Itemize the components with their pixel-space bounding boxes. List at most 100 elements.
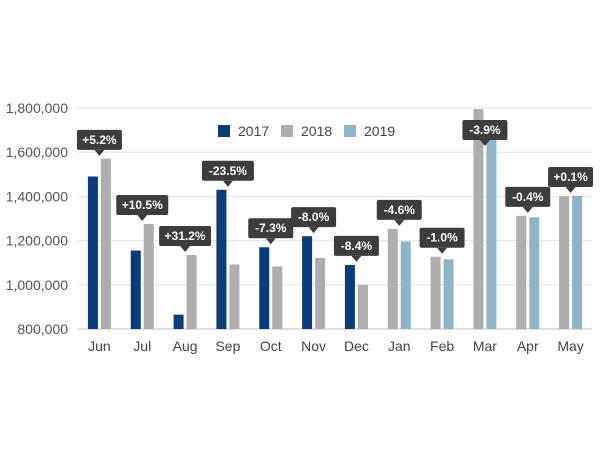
change-badge: +10.5% xyxy=(116,195,169,222)
change-badge-box xyxy=(419,227,465,248)
bar-2018-jan xyxy=(387,228,398,329)
legend-label: 2017 xyxy=(238,123,269,139)
bar-2019-jan xyxy=(400,241,411,329)
change-badge-label: -4.6% xyxy=(384,203,416,217)
bar-2018-dec xyxy=(357,284,368,329)
change-badge-pointer xyxy=(522,206,533,213)
legend: 2017 2018 2019 xyxy=(218,123,395,139)
bars xyxy=(87,109,583,329)
bar-2017-jun xyxy=(87,176,98,329)
bar-2017-nov xyxy=(302,236,313,329)
bar-2018-sep xyxy=(229,264,240,329)
change-badge-label: +10.5% xyxy=(122,198,163,212)
change-badge: -4.6% xyxy=(376,199,422,226)
change-badge-pointer xyxy=(180,245,191,252)
x-category-label: Oct xyxy=(260,338,282,354)
bar-2018-aug xyxy=(186,254,197,329)
change-badge: -23.5% xyxy=(201,160,254,187)
x-category-label: Dec xyxy=(344,338,369,354)
change-badge-box xyxy=(505,186,551,207)
x-category-label: Jul xyxy=(133,338,151,354)
y-axis-tick-labels: 800,000 1,000,000 1,200,000 1,400,000 1,600,… xyxy=(6,100,69,337)
x-category-label: Sep xyxy=(215,338,240,354)
change-badge-pointer xyxy=(265,238,276,245)
change-badge-pointer xyxy=(94,149,105,156)
y-tick-label: 1,600,000 xyxy=(6,144,68,160)
change-badge-pointer xyxy=(351,255,362,262)
bar-2018-feb xyxy=(430,256,441,329)
legend-swatch xyxy=(344,125,356,137)
change-badge-box xyxy=(201,160,254,181)
bar-2017-sep xyxy=(216,189,227,329)
change-badge-box xyxy=(462,120,508,140)
legend-swatch xyxy=(218,125,230,137)
x-category-label: Nov xyxy=(301,338,326,354)
legend-label: 2019 xyxy=(364,123,395,139)
change-badge-pointer xyxy=(479,140,490,146)
change-badge-box xyxy=(291,207,337,228)
x-category-label: Jun xyxy=(88,338,111,354)
change-badge: -8.0% xyxy=(291,207,337,234)
x-category-label: Aug xyxy=(173,338,198,354)
change-badge-box xyxy=(76,129,122,150)
change-badge-box xyxy=(376,199,422,220)
x-axis-category-labels: Jun Jul Aug Sep Oct Nov Dec Jan Feb Mar Apr May xyxy=(88,338,584,354)
change-badge: -0.4% xyxy=(505,186,551,213)
x-category-label: Mar xyxy=(473,338,497,354)
x-category-label: May xyxy=(557,338,583,354)
y-tick-label: 1,400,000 xyxy=(6,188,68,204)
y-tick-label: 800,000 xyxy=(17,321,68,337)
bar-2019-may xyxy=(572,195,583,329)
change-badge-box xyxy=(116,195,169,216)
bar-2019-feb xyxy=(443,259,454,329)
change-badges: +5.2% +10.5% +31.2% -23.5% -7.3% -8.0% -8.4% -4… xyxy=(76,120,594,262)
bar-2019-mar xyxy=(486,125,497,329)
bar-2017-jul xyxy=(130,250,141,329)
legend-item-2018: 2018 xyxy=(281,123,332,139)
change-badge: +0.1% xyxy=(548,166,594,193)
bar-2017-aug xyxy=(173,314,184,329)
y-tick-label: 1,800,000 xyxy=(6,100,68,116)
change-badge: -3.9% xyxy=(462,120,508,146)
change-badge-label: -8.4% xyxy=(341,239,373,253)
x-category-label: Apr xyxy=(517,338,539,354)
change-badge: -1.0% xyxy=(419,227,465,254)
change-badge-pointer xyxy=(222,180,233,187)
bar-2018-nov xyxy=(315,257,326,329)
change-badge: -7.3% xyxy=(248,218,294,245)
change-badge-box xyxy=(248,218,294,239)
bar-2018-oct xyxy=(272,266,283,329)
change-badge-label: -8.0% xyxy=(298,210,330,224)
x-category-label: Jan xyxy=(388,338,411,354)
x-category-label: Feb xyxy=(430,338,454,354)
change-badge-label: -1.0% xyxy=(426,231,458,245)
change-badge-box xyxy=(159,225,212,246)
change-badge-label: +5.2% xyxy=(82,133,117,147)
y-tick-label: 1,000,000 xyxy=(6,277,68,293)
change-badge-box xyxy=(333,235,379,256)
bar-2019-apr xyxy=(529,217,540,329)
legend-label: 2018 xyxy=(301,123,332,139)
change-badge: -8.4% xyxy=(333,235,379,262)
legend-swatch xyxy=(281,125,293,137)
change-badge-pointer xyxy=(394,219,405,226)
bar-2017-dec xyxy=(344,264,355,329)
change-badge-pointer xyxy=(308,227,319,234)
bar-2017-oct xyxy=(259,247,270,329)
change-badge: +31.2% xyxy=(159,225,212,252)
bar-2018-may xyxy=(559,196,570,329)
legend-item-2019: 2019 xyxy=(344,123,395,139)
change-badge-label: -23.5% xyxy=(209,164,247,178)
change-badge-pointer xyxy=(565,186,576,193)
change-badge-label: +0.1% xyxy=(553,170,588,184)
change-badge: +5.2% xyxy=(76,129,122,156)
bar-2018-jun xyxy=(100,158,111,329)
bar-2018-mar xyxy=(473,109,484,329)
change-badge-label: +31.2% xyxy=(165,229,206,243)
change-badge-label: -3.9% xyxy=(469,123,501,137)
y-tick-label: 1,200,000 xyxy=(6,233,68,249)
change-badge-label: -7.3% xyxy=(255,221,287,235)
bar-2018-jul xyxy=(143,224,154,329)
